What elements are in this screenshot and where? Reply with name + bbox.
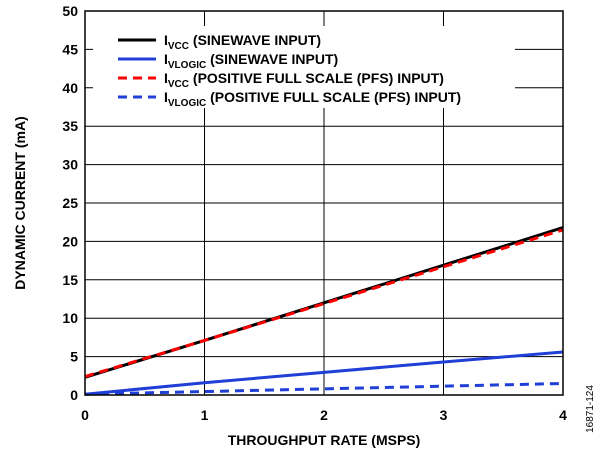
legend-label-2: IVLOGIC (SINEWAVE INPUT): [164, 51, 338, 71]
y-tick-label-7: 35: [62, 118, 78, 134]
y-tick-label-5: 25: [62, 195, 78, 211]
legend-label-4: IVLOGIC (POSITIVE FULL SCALE (PFS) INPUT…: [164, 89, 461, 109]
y-tick-label-1: 5: [70, 349, 78, 365]
series-group: [84, 226, 564, 396]
x-tick-label-0: 0: [81, 407, 89, 423]
legend-label-3: IVCC (POSITIVE FULL SCALE (PFS) INPUT): [164, 70, 444, 90]
x-tick-label-4: 4: [559, 407, 567, 423]
x-axis-title: THROUGHPUT RATE (MSPS): [228, 432, 421, 448]
y-tick-label-3: 15: [62, 272, 78, 288]
legend-label-1: IVCC (SINEWAVE INPUT): [164, 32, 321, 52]
x-tick-label-1: 1: [201, 407, 209, 423]
y-tick-label-10: 50: [62, 3, 78, 19]
x-tick-label-2: 2: [320, 407, 328, 423]
x-tick-label-3: 3: [440, 407, 448, 423]
y-tick-label-4: 20: [62, 233, 78, 249]
y-tick-label-9: 45: [62, 41, 78, 57]
series-line-3: [84, 228, 564, 379]
series-line-2: [84, 350, 564, 396]
y-tick-label-0: 0: [70, 387, 78, 403]
y-tick-label-2: 10: [62, 310, 78, 326]
y-tick-label-6: 30: [62, 157, 78, 173]
series-line-4: [84, 381, 564, 396]
legend: IVCC (SINEWAVE INPUT)IVLOGIC (SINEWAVE I…: [93, 26, 515, 109]
legend-background: [93, 26, 515, 108]
plot-frame: [84, 10, 564, 396]
y-axis-title: DYNAMIC CURRENT (mA): [12, 116, 28, 289]
figure-id-label: 16871-124: [585, 385, 596, 433]
y-tick-label-8: 40: [62, 80, 78, 96]
